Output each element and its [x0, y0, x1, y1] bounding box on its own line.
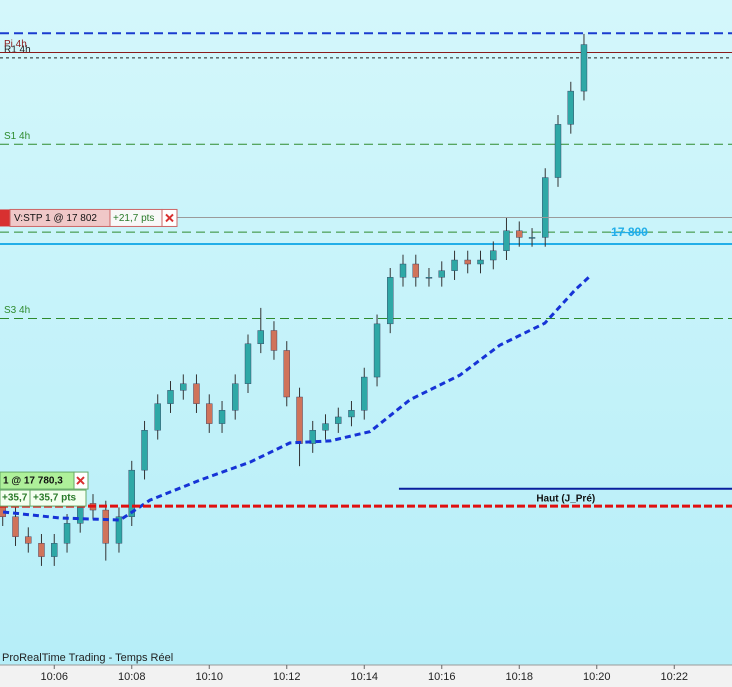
candle-body: [477, 259, 484, 265]
candle-body: [167, 390, 174, 404]
candle-body: [128, 469, 135, 517]
footer: ProRealTime Trading - Temps Réel: [2, 652, 173, 664]
order-icon: [0, 209, 10, 227]
order-gain: +35,7: [2, 493, 28, 504]
x-tick-label: 10:10: [195, 671, 223, 683]
candle-body: [373, 323, 381, 378]
candle-body: [154, 403, 161, 431]
candle-body: [425, 277, 433, 279]
candle-body: [335, 416, 342, 424]
x-tick-label: 10:16: [428, 671, 456, 683]
x-tick-label: 10:18: [505, 671, 533, 683]
level-label: Pi 4h: [4, 39, 27, 50]
candle-body: [361, 376, 368, 411]
candle-body: [580, 44, 588, 92]
candle-body: [193, 383, 200, 404]
gain-box: [29, 489, 87, 507]
candle-body: [348, 410, 355, 418]
candle-body: [141, 430, 148, 471]
candle-body: [102, 509, 109, 544]
moving-average: [2, 274, 592, 522]
x-tick-label: 10:08: [118, 671, 146, 683]
candle-body: [51, 543, 58, 557]
candle-body: [25, 536, 32, 544]
candle-body: [12, 516, 19, 537]
candle-body: [206, 403, 213, 424]
candle-body: [399, 263, 407, 278]
level-label: 17 800: [611, 225, 648, 239]
order-gain-pts: +35,7 pts: [33, 493, 77, 504]
order-label: V:STP 1 @ 17 802: [14, 213, 97, 224]
candle-body: [270, 330, 278, 351]
close-icon: [165, 213, 174, 223]
candle-body: [542, 177, 549, 238]
order-gain: +21,7 pts: [113, 213, 154, 224]
x-axis-strip: [0, 665, 732, 687]
order-tag: V:STP 1 @ 17 802 +21,7 pts: [0, 208, 178, 227]
candle-body: [554, 124, 562, 178]
x-tick-label: 10:20: [583, 671, 611, 683]
candle-body: [232, 383, 239, 411]
candle-body: [63, 523, 71, 544]
x-tick-label: 10:22: [660, 671, 688, 683]
x-tick-label: 10:06: [40, 671, 68, 683]
candle-body: [503, 230, 510, 251]
candle-body: [567, 90, 574, 125]
x-tick-label: 10:12: [273, 671, 301, 683]
candle-body: [257, 330, 264, 345]
candle-body: [115, 516, 123, 544]
candle-body: [464, 259, 471, 265]
level-label: S1 4h: [4, 131, 30, 142]
close-icon: [76, 476, 85, 485]
level-label: R1 4h: [4, 44, 31, 55]
candle-body: [218, 410, 226, 424]
candle-body: [387, 277, 394, 325]
candle-body: [180, 383, 187, 391]
plot-background: [0, 0, 732, 665]
order-tag: 1 @ 17 780,3 +35,7 +35,7 pts: [0, 471, 89, 507]
candle-body: [490, 250, 497, 261]
x-tick-label: 10:14: [350, 671, 378, 683]
candle-body: [438, 270, 445, 278]
candle-body: [516, 230, 523, 238]
candle-body: [244, 343, 252, 384]
level-label: Haut (J_Pré): [536, 493, 595, 504]
candle-body: [283, 350, 290, 398]
candle-body: [309, 430, 316, 444]
candle-body: [451, 259, 458, 271]
candle-body: [38, 543, 45, 557]
order-label: 1 @ 17 780,3: [3, 476, 63, 487]
candle-body: [322, 423, 329, 431]
candle-body: [412, 263, 419, 278]
candle-body: [296, 396, 303, 444]
level-label: S3 4h: [4, 305, 30, 316]
candle-body: [528, 237, 536, 239]
